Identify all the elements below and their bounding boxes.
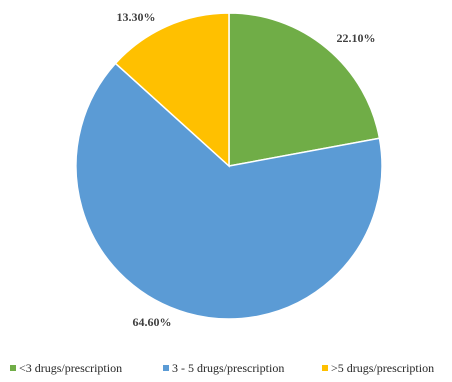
pie-data-labels: 22.10% 64.60% 13.30% [117, 10, 376, 329]
legend-swatch-3 [322, 365, 328, 371]
legend-swatch-2 [163, 365, 169, 371]
data-label-1: 22.10% [337, 31, 376, 45]
data-label-3: 13.30% [117, 10, 156, 24]
legend-label-3: >5 drugs/prescription [331, 361, 434, 375]
pie-slices [75, 12, 383, 320]
legend-label-2: 3 - 5 drugs/prescription [172, 361, 284, 375]
legend-label-1: <3 drugs/prescription [19, 361, 122, 375]
pie-slice-3 [114, 12, 230, 168]
pie-slice-2 [75, 62, 383, 320]
pie-slice-1 [228, 12, 381, 167]
data-label-2: 64.60% [133, 315, 172, 329]
legend-swatch-1 [10, 365, 16, 371]
chart-legend: <3 drugs/prescription 3 - 5 drugs/prescri… [10, 361, 434, 375]
